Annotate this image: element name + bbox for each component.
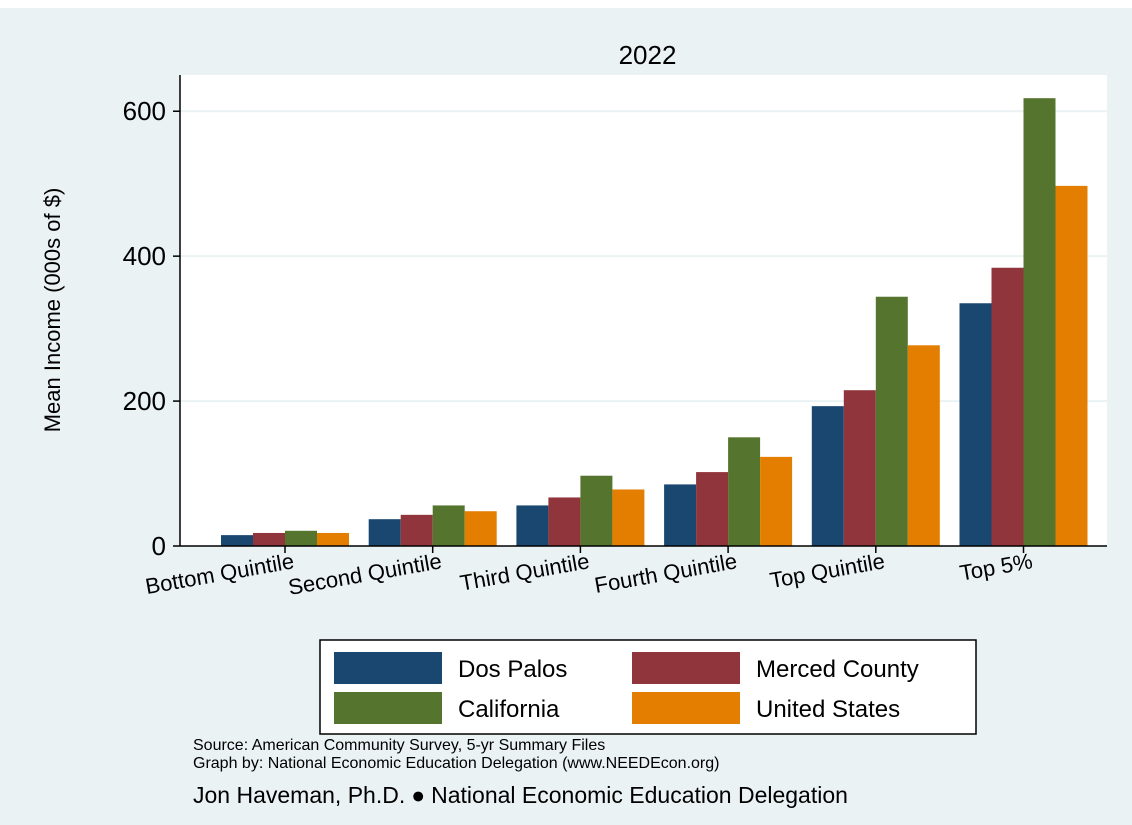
chart-title: 2022	[619, 40, 677, 70]
x-tick-label: Top Quintile	[768, 548, 887, 593]
bar-california-3	[728, 437, 761, 546]
bar-california-0	[285, 530, 317, 546]
bar-united-states-5	[1055, 185, 1088, 546]
y-tick-label: 200	[123, 386, 166, 416]
bar-dos-palos-4	[811, 406, 844, 546]
bar-merced-county-0	[253, 532, 285, 546]
bar-merced-county-4	[843, 390, 876, 546]
bar-merced-county-2	[548, 497, 581, 546]
author-name: Jon Haveman, Ph.D.	[193, 782, 406, 808]
bar-california-2	[580, 475, 613, 546]
bar-california-4	[875, 296, 908, 546]
bar-united-states-1	[464, 511, 497, 546]
x-tick-label: Third Quintile	[458, 548, 591, 595]
bar-united-states-4	[907, 345, 940, 546]
bar-california-5	[1023, 98, 1056, 547]
source-note: Source: American Community Survey, 5-yr …	[193, 737, 606, 754]
y-tick-label: 400	[123, 241, 166, 271]
legend-swatch-dos-palos	[334, 652, 442, 684]
plot-area	[180, 75, 1107, 546]
legend-swatch-california	[334, 692, 442, 724]
bullet-separator: ●	[411, 782, 426, 808]
x-tick-label: Bottom Quintile	[143, 548, 295, 599]
y-tick-label: 0	[152, 531, 166, 561]
legend-swatch-united-states	[632, 692, 740, 724]
bar-merced-county-1	[400, 514, 433, 546]
bar-dos-palos-2	[516, 505, 549, 546]
bar-merced-county-5	[991, 267, 1024, 546]
bar-california-1	[432, 505, 465, 546]
graph-by-note: Graph by: National Economic Education De…	[193, 755, 720, 772]
organization-name: National Economic Education Delegation	[431, 782, 848, 808]
legend-swatch-merced-county	[632, 652, 740, 684]
bar-merced-county-3	[696, 472, 729, 546]
x-tick-label: Second Quintile	[286, 548, 443, 600]
bar-dos-palos-3	[664, 484, 697, 546]
bar-united-states-2	[612, 489, 645, 546]
legend-label-dos-palos: Dos Palos	[458, 656, 567, 683]
bar-united-states-0	[317, 532, 349, 546]
bar-dos-palos-1	[368, 519, 401, 546]
y-axis-label: Mean Income (000s of $)	[40, 188, 65, 433]
x-tick-label: Fourth Quintile	[593, 548, 739, 598]
bar-dos-palos-5	[959, 303, 992, 546]
legend-label-merced-county: Merced County	[756, 656, 919, 683]
y-tick-label: 600	[123, 96, 166, 126]
bar-dos-palos-0	[221, 535, 253, 546]
footer-credit: Jon Haveman, Ph.D. ● National Economic Edu…	[193, 782, 848, 809]
bar-united-states-3	[760, 456, 793, 546]
x-tick-label: Top 5%	[958, 548, 1035, 585]
legend-label-united-states: United States	[756, 696, 900, 723]
legend-label-california: California	[458, 696, 560, 723]
